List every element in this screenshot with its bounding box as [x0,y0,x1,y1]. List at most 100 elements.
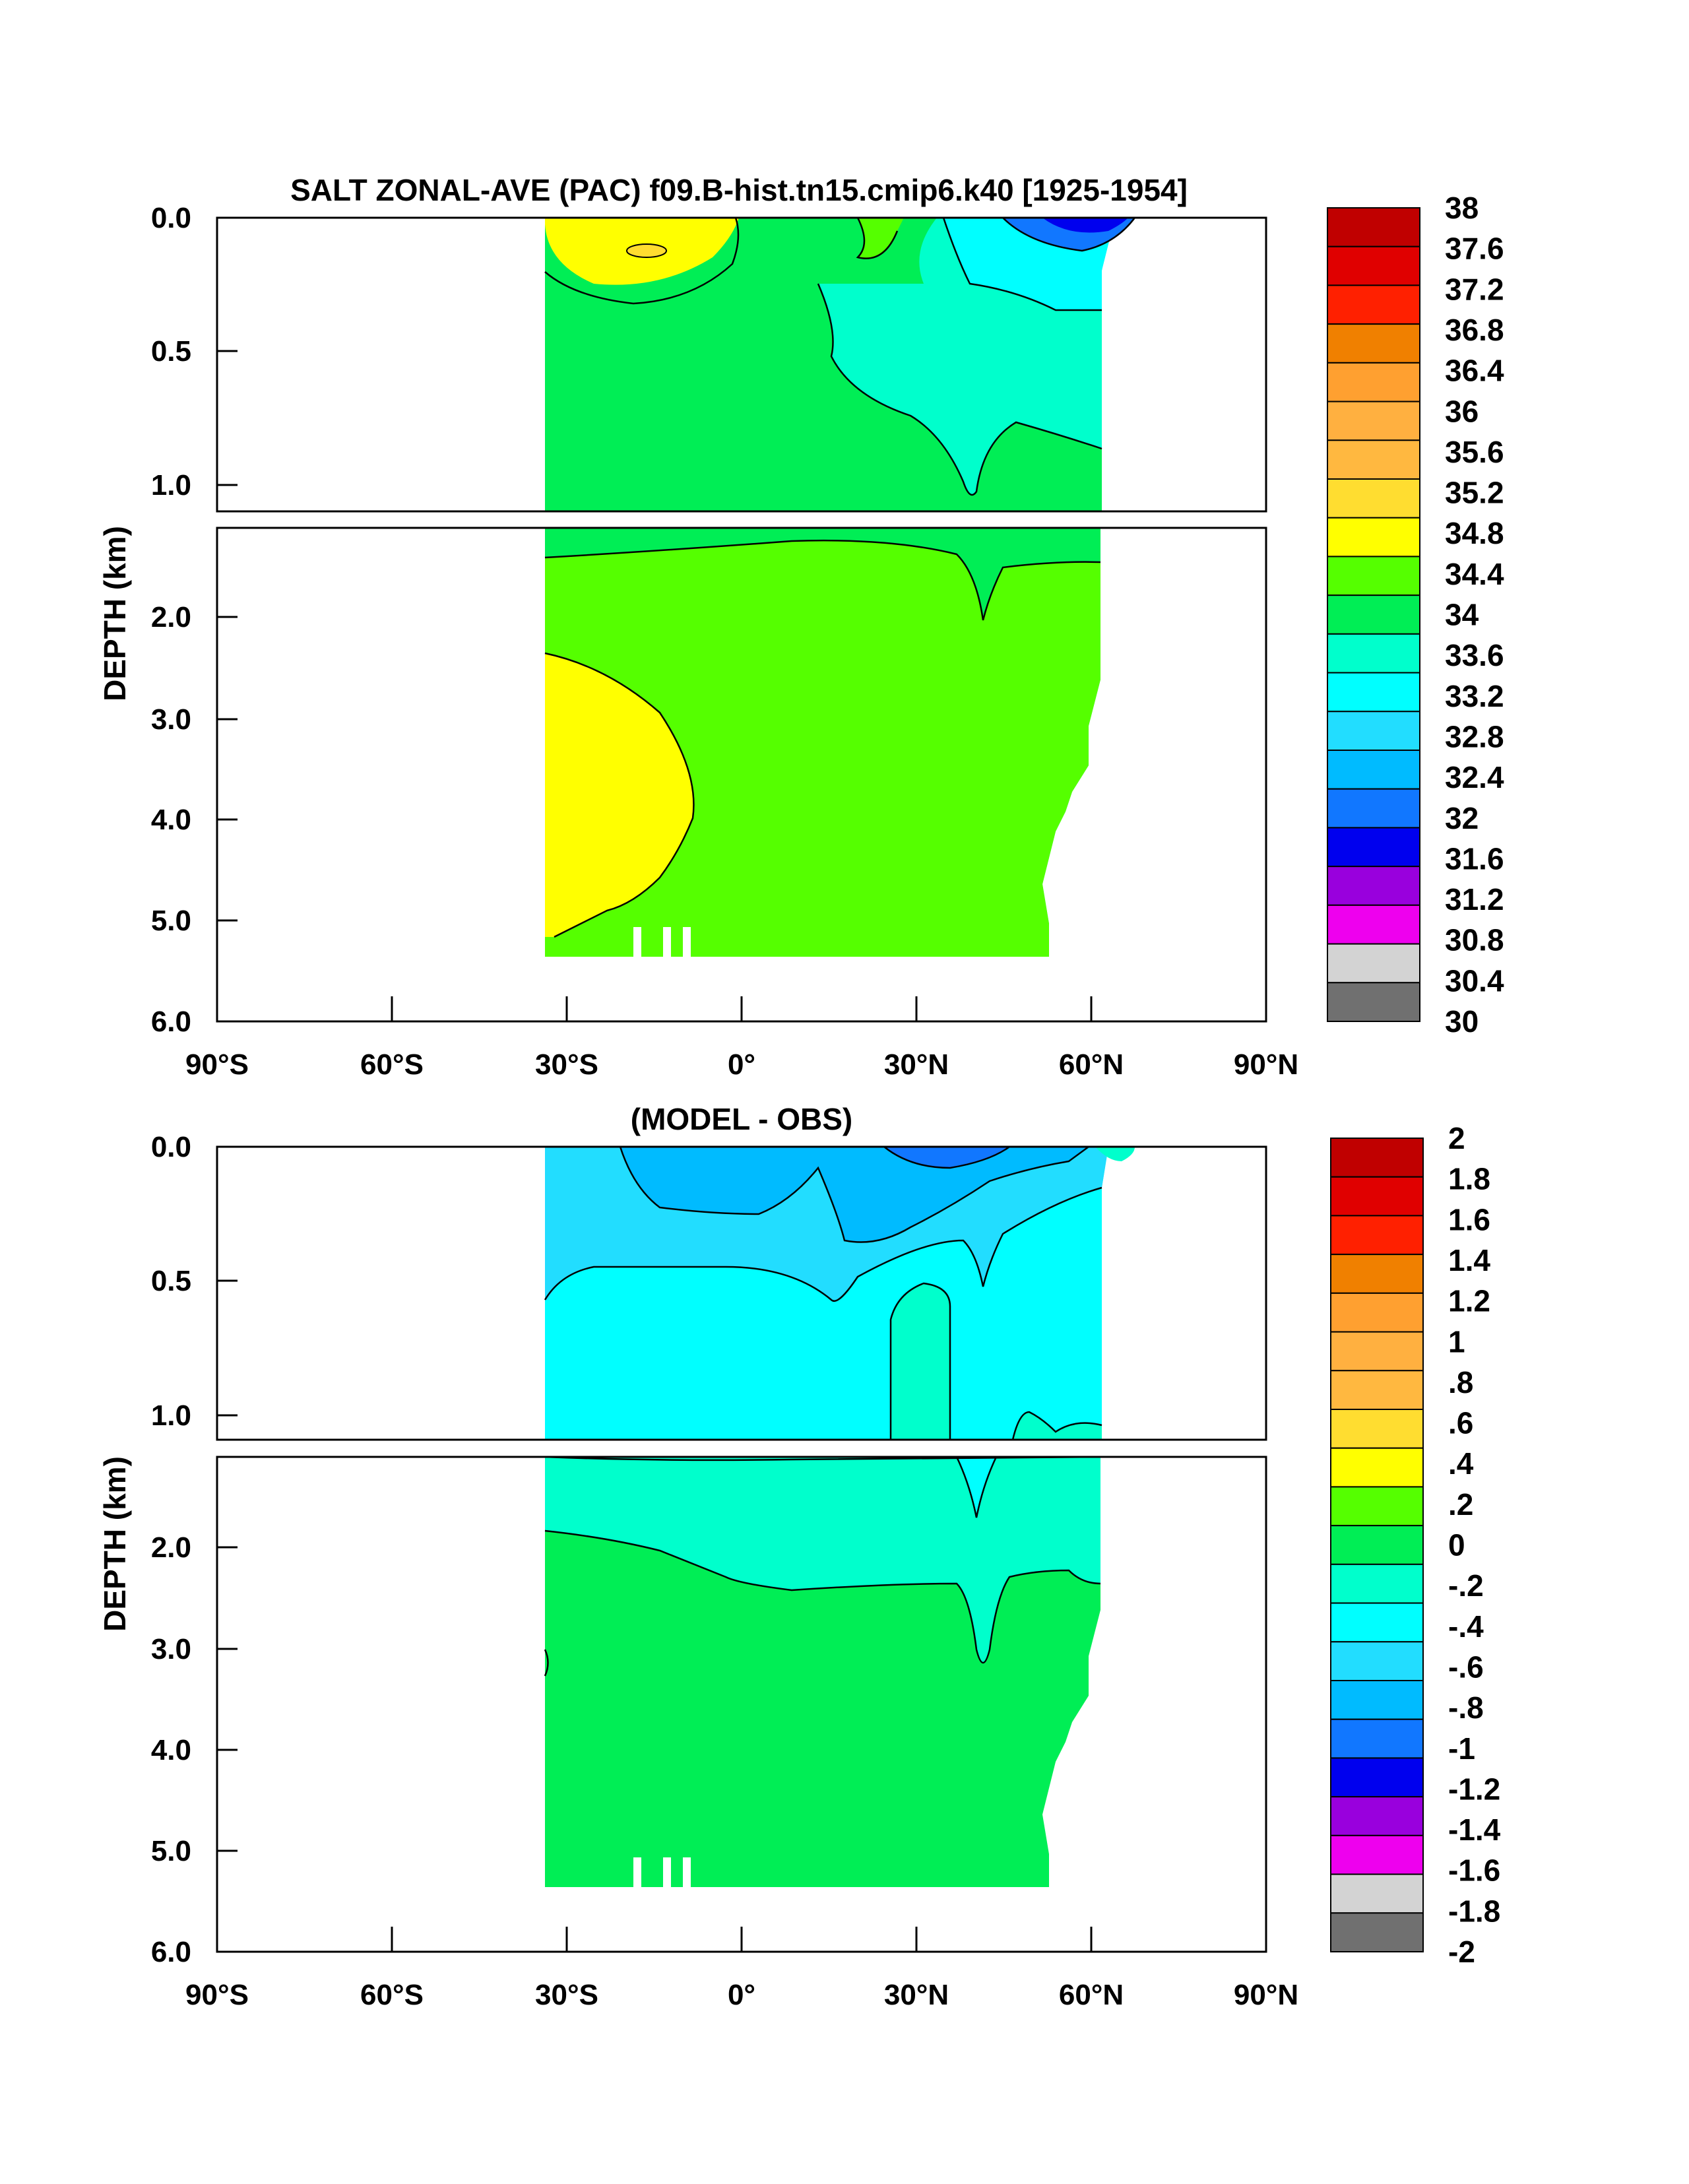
colorbar-swatch [1327,401,1420,441]
x-tick-label: 60°S [360,1979,424,2011]
contour-line [889,1282,951,1440]
colorbar-swatch [1327,594,1420,635]
colorbar-label: .8 [1448,1365,1473,1399]
colorbar-swatch [1327,788,1420,829]
y-tick-label: 5.0 [151,905,191,937]
y-tick-label: 5.0 [151,1835,191,1867]
colorbar-swatch [1327,750,1420,790]
colorbar-swatch [1330,1563,1424,1604]
colorbar-label: -1.2 [1448,1772,1500,1806]
contour-line [544,539,1101,621]
colorbar-swatch [1330,1138,1424,1178]
colorbar-swatch [1330,1292,1424,1333]
field-region-mid-deep-2 [957,1457,996,1518]
colorbar-label: 1.2 [1448,1284,1490,1318]
colorbar-swatch [1330,1834,1424,1875]
colorbar-label: 31.6 [1445,841,1504,876]
colorbar-label: -.6 [1448,1650,1484,1684]
contour-line [619,1145,1089,1243]
salinity-panel: SALT ZONAL-AVE (PAC) f09.B-hist.tn15.cmi… [98,173,1504,1081]
panel-title: (MODEL - OBS) [631,1102,852,1136]
field-region-deep-salty [545,653,694,937]
field-gap-3 [683,1857,691,1888]
colorbar: 38 37.6 37.2 36.8 36.4 36 35.6 35.2 34.8 34.4 34 33… [1327,191,1504,1039]
colorbar-label: 32.8 [1445,719,1504,754]
y-tick-label: 0.5 [151,1265,191,1297]
x-tick-label: 0° [728,1048,755,1081]
contour-line [955,1456,998,1518]
y-tick-label: 1.0 [151,1399,191,1432]
colorbar-swatch [1330,1602,1424,1643]
x-tick-label: 60°N [1059,1979,1124,2011]
upper-frame [216,216,1267,513]
colorbar-label: 34 [1445,598,1479,632]
colorbar-swatch [1330,1370,1424,1410]
colorbar-swatch [1330,1718,1424,1759]
x-tick-label: 30°S [535,1048,598,1081]
y-tick-label: 1.0 [151,469,191,501]
colorbar-label: -.8 [1448,1690,1484,1725]
colorbar-label: 1.4 [1448,1243,1490,1277]
x-tick-labels: 90°S 60°S 30°S 0° 30°N 60°N 90°N [185,1048,1298,1081]
y-tick-label: 4.0 [151,804,191,836]
field-region-surface-low [620,1147,1089,1242]
field-region-mid-deep [545,1457,1100,1663]
x-tick-label: 30°N [884,1979,949,2011]
contour-line [544,1186,1102,1302]
contour-line [883,1145,1010,1169]
colorbar-swatch [1330,1525,1424,1565]
colorbar-swatch [1327,556,1420,596]
colorbar-swatch [1327,207,1420,247]
y-tick-labels: 0.0 0.5 1.0 2.0 3.0 4.0 5.0 6.0 [151,202,191,1038]
colorbar-label: 37.6 [1445,232,1504,266]
colorbar: 21.81.61.41.21.8.6.4.20-.2-.4-.6-.8-1-1.… [1330,1121,1501,1969]
upper-section-field [545,1147,1135,1440]
y-tick-label: 3.0 [151,703,191,736]
y-tick-labels: 0.0 0.5 1.0 2.0 3.0 4.0 5.0 6.0 [151,1131,191,1968]
colorbar-swatch [1330,1680,1424,1720]
colorbar-label: -1.6 [1448,1853,1500,1888]
y-axis-label: DEPTH (km) [98,526,132,701]
y-tick-label: 2.0 [151,1531,191,1564]
colorbar-label: 1 [1448,1324,1465,1359]
colorbar-swatch [1330,1641,1424,1681]
colorbar-swatch [1327,943,1420,984]
y-tick-label: 0.5 [151,335,191,368]
colorbar-label: -2 [1448,1935,1475,1969]
y-axis [217,1145,238,1953]
colorbar-swatch [1330,1331,1424,1372]
field-region-mid-2 [1013,1412,1102,1440]
y-tick-label: 6.0 [151,1936,191,1968]
colorbar-swatch [1327,517,1420,558]
field-region-mid [891,1283,950,1440]
colorbar-label: 2 [1448,1121,1465,1155]
contour-line [544,652,695,938]
colorbar-label: 36 [1445,394,1479,428]
x-tick-label: 90°N [1234,1048,1298,1081]
colorbar-label: 31.2 [1445,882,1504,916]
colorbar-label: 35.6 [1445,435,1504,469]
lower-section-field [545,1457,1100,1888]
colorbar-swatch [1330,1409,1424,1449]
y-tick-label: 4.0 [151,1734,191,1766]
field-gap-2 [663,927,671,957]
x-tick-labels: 90°S 60°S 30°S 0° 30°N 60°N 90°N [185,1979,1298,2011]
upper-frame [216,1145,1267,1441]
colorbar-label: 1.8 [1448,1162,1490,1196]
upper-section-field [545,218,1135,511]
colorbar-swatch [1327,284,1420,325]
colorbar-swatch [1327,478,1420,519]
x-tick-label: 60°S [360,1048,424,1081]
x-tick-label: 60°N [1059,1048,1124,1081]
colorbar-label: 36.4 [1445,354,1504,388]
colorbar-swatch [1330,1254,1424,1294]
panel-title: SALT ZONAL-AVE (PAC) f09.B-hist.tn15.cmi… [290,173,1188,207]
colorbar-swatch [1330,1873,1424,1914]
colorbar-label: 34.4 [1445,557,1504,591]
difference-panel: (MODEL - OBS) [98,1102,1501,2011]
colorbar-label: 32 [1445,801,1479,835]
colorbar-swatch [1327,362,1420,402]
y-axis-label: DEPTH (km) [98,1456,132,1632]
colorbar-label: 35.2 [1445,476,1504,510]
contour-line [1002,217,1135,252]
